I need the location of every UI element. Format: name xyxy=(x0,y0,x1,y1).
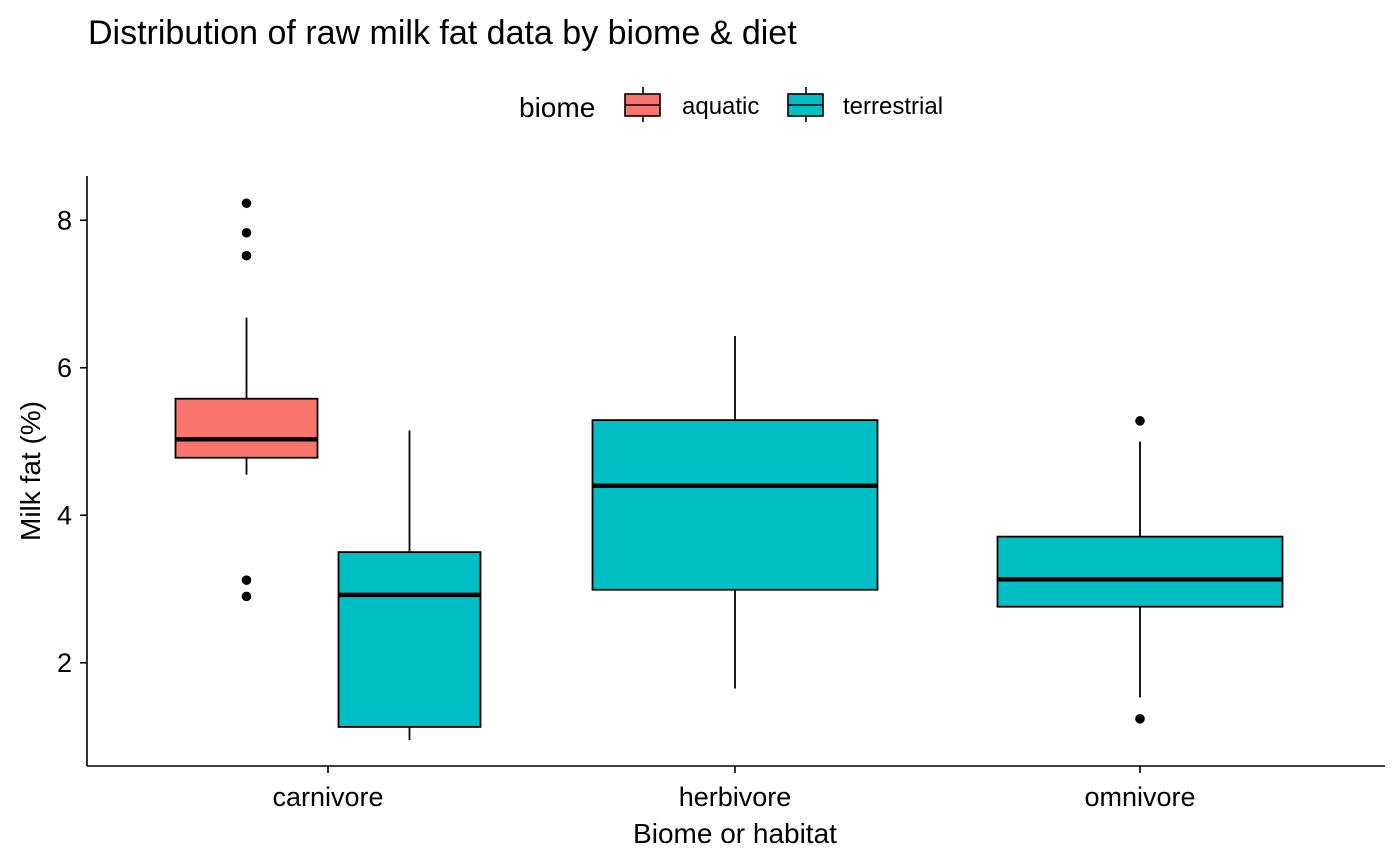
x-tick-label: omnivore xyxy=(1084,782,1195,812)
outlier-point xyxy=(241,198,252,209)
x-axis-title: Biome or habitat xyxy=(633,818,837,849)
chart-title: Distribution of raw milk fat data by bio… xyxy=(88,14,797,52)
x-tick-label: herbivore xyxy=(679,782,792,812)
box-iqr xyxy=(174,397,319,459)
y-tick-label: 6 xyxy=(57,353,72,383)
legend-item-aquatic: aquatic xyxy=(624,87,759,122)
box-iqr xyxy=(337,551,482,728)
box-omnivore-terrestrial xyxy=(996,416,1284,724)
y-axis-ticks: 2 4 6 8 xyxy=(57,205,87,678)
box-carnivore-terrestrial xyxy=(337,430,482,741)
outlier-point xyxy=(241,591,252,602)
outlier-point xyxy=(1135,416,1145,426)
outlier-point xyxy=(241,227,252,238)
legend-title: biome xyxy=(519,92,595,123)
y-axis-title: Milk fat (%) xyxy=(15,401,46,541)
box-iqr xyxy=(591,419,879,591)
x-tick-label: carnivore xyxy=(272,782,383,812)
y-tick-label: 4 xyxy=(57,500,72,530)
outlier-point xyxy=(1135,714,1145,724)
legend-label: terrestrial xyxy=(843,93,943,120)
x-axis-ticks: carnivore herbivore omnivore xyxy=(272,766,1196,812)
outlier-point xyxy=(241,250,252,261)
outlier-point xyxy=(241,575,252,585)
box-herbivore-terrestrial xyxy=(591,336,879,689)
plot-area xyxy=(174,198,1284,741)
y-tick-label: 2 xyxy=(57,648,72,678)
legend-item-terrestrial: terrestrial xyxy=(787,87,943,122)
box-carnivore-aquatic xyxy=(174,198,319,602)
y-tick-label: 8 xyxy=(57,205,72,235)
legend: biome aquatic terrestrial xyxy=(519,87,943,123)
box-iqr xyxy=(996,535,1284,608)
legend-label: aquatic xyxy=(682,93,759,120)
